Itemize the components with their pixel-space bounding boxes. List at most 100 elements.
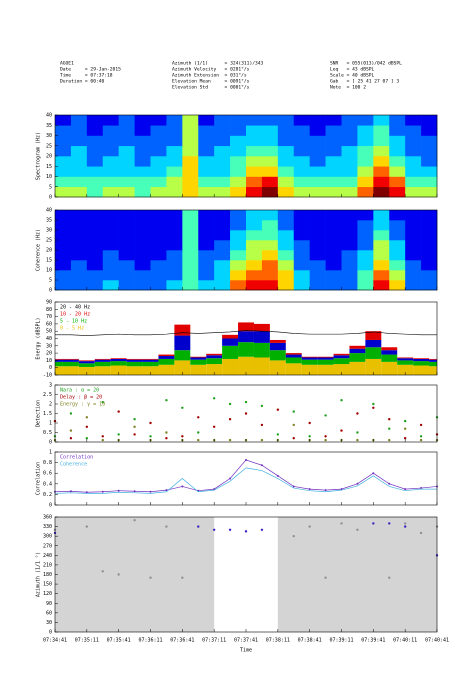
point (197, 438, 200, 442)
heat-cell (246, 145, 263, 157)
heat-cell (325, 176, 342, 188)
heat-cell (357, 156, 374, 167)
energy-segment (222, 358, 239, 375)
heat-cell (214, 220, 231, 231)
y-tick-label: 50 (46, 329, 52, 335)
heat-cell (373, 156, 390, 167)
heat-cell (118, 260, 135, 271)
point (308, 435, 311, 438)
y-tick-label: -10 (43, 373, 52, 379)
heat-cell (230, 135, 247, 147)
heat-cell (102, 230, 119, 241)
header-text: Elevation Mean = 0091°/s (172, 79, 250, 85)
point (85, 437, 89, 440)
heat-cell (86, 186, 104, 198)
energy-segment (429, 358, 437, 360)
heat-cell (405, 220, 422, 231)
heat-cell (230, 210, 247, 221)
y-tick-label: 30 (46, 133, 52, 139)
heat-cell (118, 125, 135, 136)
heat-cell (341, 280, 358, 291)
heat-cell (325, 280, 342, 291)
heat-cell (341, 176, 358, 188)
y-tick-label: 30 (46, 343, 52, 349)
point (85, 525, 89, 528)
heat-cell (421, 270, 438, 281)
heat-cell (309, 280, 326, 291)
heat-cell (198, 156, 215, 167)
heat-cell (325, 270, 342, 281)
energy-segment (349, 353, 366, 362)
heat-cell (405, 125, 422, 136)
heat-cell (150, 176, 167, 188)
heat-cell (118, 115, 135, 126)
point (212, 397, 216, 400)
heat-cell (86, 210, 104, 221)
heat-cell (325, 230, 342, 241)
y-tick-label: 120 (43, 591, 52, 597)
heat-cell (389, 280, 406, 291)
heat-cell (341, 230, 358, 241)
header-text: Azimuth (1/1) = 324(311)/343 (172, 61, 264, 67)
energy-line (55, 330, 437, 336)
heat-cell (134, 220, 151, 231)
energy-segment (110, 358, 127, 359)
heat-cell (293, 125, 310, 136)
y-tick-label: 30 (46, 228, 52, 234)
energy-segment (413, 358, 430, 362)
heat-cell (246, 176, 263, 188)
heat-cell (293, 230, 310, 241)
point (388, 418, 391, 421)
point (260, 423, 264, 427)
heat-cell (182, 210, 199, 221)
energy-segment (126, 361, 143, 367)
heat-cell (55, 260, 72, 271)
point (276, 474, 279, 477)
point (197, 416, 200, 419)
point (181, 485, 184, 488)
heat-cell (277, 220, 295, 231)
heat-cell (309, 270, 326, 281)
energy-segment (158, 358, 175, 365)
heat-cell (86, 145, 104, 157)
heat-cell (325, 156, 342, 167)
point (292, 485, 295, 488)
energy-segment (222, 334, 239, 339)
point (244, 530, 248, 533)
legend-entry: 5 - 10 Hz (60, 319, 87, 325)
y-tick-label: 25 (46, 143, 52, 149)
heat-cell (182, 135, 199, 147)
point (228, 418, 232, 421)
energy-segment (365, 347, 382, 359)
heat-cell (357, 176, 374, 188)
heat-cell (277, 230, 295, 241)
heat-cell (134, 166, 151, 177)
heat-cell (421, 176, 438, 188)
heat-cell (341, 156, 358, 167)
heat-cell (134, 145, 151, 157)
heat-cell (86, 240, 104, 251)
y-tick-label: 15 (46, 258, 52, 264)
point (165, 525, 168, 528)
heat-cell (277, 260, 295, 271)
point (85, 425, 89, 428)
heat-cell (150, 156, 167, 167)
heat-cell (325, 135, 342, 147)
point (419, 423, 423, 427)
point (117, 433, 120, 436)
heat-cell (293, 156, 310, 167)
heat-cell (389, 220, 406, 231)
heat-cell (214, 270, 231, 281)
heat-cell (86, 280, 104, 291)
heat-cell (309, 186, 326, 198)
heat-cell (357, 220, 374, 231)
energy-segment (333, 358, 350, 365)
energy-segment (349, 348, 366, 354)
y-tick-label: 10 (46, 174, 52, 180)
heat-cell (198, 210, 215, 221)
energy-segment (94, 359, 111, 362)
energy-segment (55, 358, 63, 360)
heat-cell (261, 240, 279, 251)
y-tick-label: 10 (46, 268, 52, 274)
x-tick-label: 07:37:11 (202, 638, 226, 644)
